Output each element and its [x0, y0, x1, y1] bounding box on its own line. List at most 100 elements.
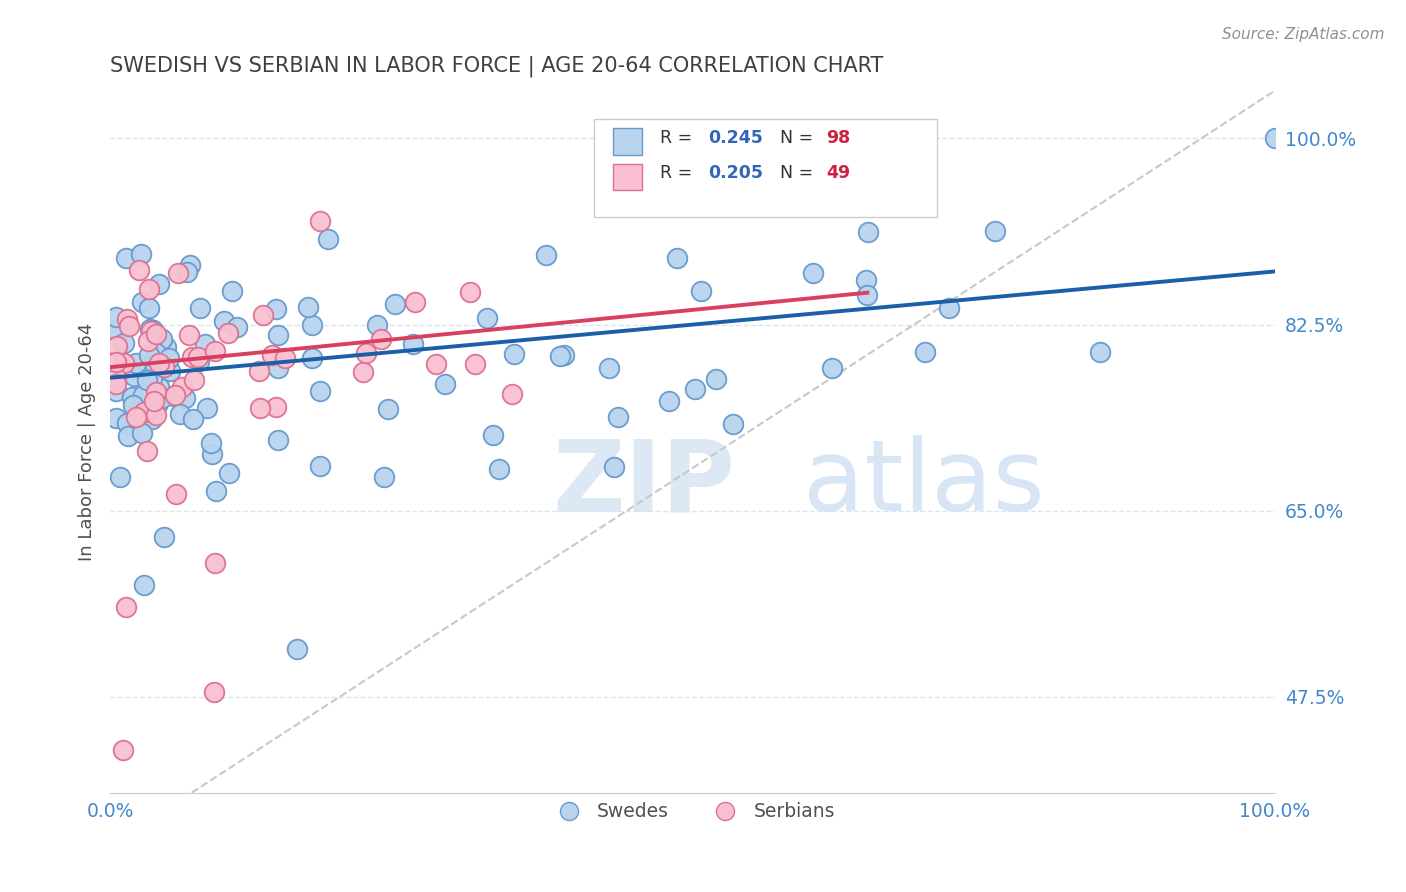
Point — [377, 402, 399, 417]
Point — [205, 484, 228, 499]
Point — [150, 391, 173, 405]
Point — [202, 684, 225, 698]
Point — [404, 295, 426, 310]
Point — [267, 328, 290, 343]
Point — [602, 459, 624, 474]
Point — [821, 361, 844, 376]
Text: SWEDISH VS SERBIAN IN LABOR FORCE | AGE 20-64 CORRELATION CHART: SWEDISH VS SERBIAN IN LABOR FORCE | AGE … — [110, 55, 883, 77]
Point — [481, 428, 503, 442]
Point — [855, 273, 877, 287]
Point — [218, 466, 240, 480]
Point — [308, 459, 330, 474]
Point — [179, 328, 201, 343]
Point — [217, 326, 239, 340]
Point — [181, 350, 204, 364]
Point — [188, 353, 211, 368]
Point — [856, 225, 879, 239]
Point — [267, 360, 290, 375]
Point — [104, 310, 127, 325]
Point — [803, 266, 825, 280]
Bar — [613, 163, 643, 190]
Point — [201, 447, 224, 461]
Bar — [613, 128, 643, 155]
Point — [132, 404, 155, 418]
Point — [373, 470, 395, 484]
Y-axis label: In Labor Force | Age 20-64: In Labor Force | Age 20-64 — [79, 323, 96, 561]
Point — [142, 394, 165, 409]
Point — [856, 288, 879, 302]
Point — [139, 322, 162, 336]
Point — [285, 642, 308, 657]
Point — [200, 436, 222, 450]
Point — [690, 284, 713, 298]
Point — [146, 398, 169, 412]
Point — [179, 258, 201, 272]
Point — [145, 326, 167, 341]
Text: 98: 98 — [827, 129, 851, 147]
Point — [136, 403, 159, 417]
Point — [104, 355, 127, 369]
Point — [204, 344, 226, 359]
Text: 49: 49 — [827, 164, 851, 183]
Point — [464, 357, 486, 371]
Point — [165, 486, 187, 500]
Point — [141, 411, 163, 425]
Point — [159, 364, 181, 378]
Point — [153, 359, 176, 374]
Text: R =: R = — [659, 164, 697, 183]
Point — [121, 398, 143, 412]
Point — [433, 376, 456, 391]
Point — [104, 411, 127, 425]
Point — [174, 391, 197, 405]
Point — [104, 384, 127, 398]
Point — [150, 333, 173, 347]
Point — [141, 371, 163, 385]
Point — [366, 318, 388, 332]
Point — [108, 469, 131, 483]
Point — [195, 401, 218, 416]
Point — [155, 340, 177, 354]
Point — [267, 433, 290, 447]
Point — [169, 407, 191, 421]
Text: 0.245: 0.245 — [707, 129, 762, 147]
Point — [553, 348, 575, 362]
Point — [104, 323, 127, 337]
Point — [129, 247, 152, 261]
Text: Source: ZipAtlas.com: Source: ZipAtlas.com — [1222, 27, 1385, 42]
Point — [318, 232, 340, 246]
Point — [402, 337, 425, 351]
Point — [704, 371, 727, 385]
Point — [117, 311, 139, 326]
Point — [145, 384, 167, 399]
Point — [550, 349, 572, 363]
FancyBboxPatch shape — [593, 119, 938, 217]
Point — [666, 251, 689, 265]
Text: R =: R = — [659, 129, 697, 147]
Point — [187, 351, 209, 365]
Point — [176, 265, 198, 279]
Point — [188, 301, 211, 315]
Point — [356, 346, 378, 360]
Point — [135, 444, 157, 458]
Point — [607, 410, 630, 425]
Point — [460, 285, 482, 299]
Point — [112, 743, 135, 757]
Point — [984, 224, 1007, 238]
Point — [262, 347, 284, 361]
Point — [136, 334, 159, 348]
Text: 0.205: 0.205 — [707, 164, 762, 183]
Text: N =: N = — [780, 129, 818, 147]
Point — [165, 388, 187, 402]
Point — [115, 599, 138, 614]
Point — [297, 300, 319, 314]
Point — [138, 301, 160, 315]
Point — [488, 462, 510, 476]
Point — [143, 356, 166, 370]
Point — [194, 337, 217, 351]
Point — [352, 365, 374, 379]
Point — [163, 388, 186, 402]
Point — [118, 319, 141, 334]
Point — [212, 314, 235, 328]
Point — [598, 360, 620, 375]
Point — [503, 347, 526, 361]
